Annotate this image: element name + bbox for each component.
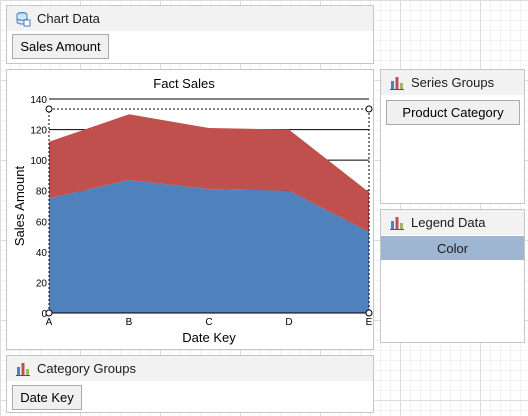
area-series-1[interactable] bbox=[49, 180, 369, 313]
chart-title: Fact Sales bbox=[153, 76, 215, 91]
series-groups-panel: Series Groups Product Category bbox=[380, 69, 525, 204]
x-axis-label: Date Key bbox=[182, 330, 236, 345]
selection-frame[interactable] bbox=[48, 108, 370, 314]
category-groups-panel: Category Groups Date Key bbox=[6, 355, 374, 413]
series-groups-header: Series Groups bbox=[381, 70, 524, 95]
product-category-field[interactable]: Product Category bbox=[386, 100, 520, 125]
y-axis-label: Sales Amount bbox=[12, 166, 27, 247]
legend-data-title: Legend Data bbox=[411, 215, 486, 230]
y-tick-label: 100 bbox=[30, 156, 47, 167]
chart-panel: Fact Sales 0 20 40 60 80 100 120 140 A B C D E Date… bbox=[6, 69, 374, 350]
y-tick-label: 40 bbox=[36, 248, 48, 259]
sales-amount-field[interactable]: Sales Amount bbox=[12, 34, 109, 59]
resize-handle[interactable] bbox=[365, 105, 373, 113]
category-groups-header: Category Groups bbox=[7, 356, 373, 381]
bar-chart-icon bbox=[389, 75, 405, 91]
x-tick-label: D bbox=[285, 317, 292, 328]
area-chart[interactable]: Fact Sales 0 20 40 60 80 100 120 140 A B C D E Date… bbox=[7, 70, 373, 349]
chart-data-header: Chart Data bbox=[7, 6, 373, 31]
legend-data-header: Legend Data bbox=[381, 210, 524, 235]
x-tick-label: B bbox=[126, 317, 133, 328]
resize-handle[interactable] bbox=[45, 309, 53, 317]
resize-handle[interactable] bbox=[365, 309, 373, 317]
bar-chart-icon bbox=[15, 361, 31, 377]
y-tick-label: 20 bbox=[36, 278, 48, 289]
series-groups-title: Series Groups bbox=[411, 75, 495, 90]
y-tick-label: 140 bbox=[30, 95, 47, 106]
y-tick-label: 120 bbox=[30, 126, 47, 137]
color-field[interactable]: Color bbox=[381, 236, 524, 260]
y-tick-label: 0 bbox=[41, 309, 47, 320]
date-key-field[interactable]: Date Key bbox=[12, 385, 82, 410]
x-tick-label: A bbox=[46, 317, 53, 328]
x-tick-label: E bbox=[366, 317, 373, 328]
x-tick-label: C bbox=[205, 317, 212, 328]
database-icon bbox=[15, 11, 31, 27]
category-groups-title: Category Groups bbox=[37, 361, 136, 376]
chart-data-panel: Chart Data Sales Amount bbox=[6, 5, 374, 64]
bar-chart-icon bbox=[389, 215, 405, 231]
resize-handle[interactable] bbox=[45, 105, 53, 113]
chart-data-title: Chart Data bbox=[37, 11, 100, 26]
area-series-2[interactable] bbox=[49, 114, 369, 232]
y-tick-label: 60 bbox=[36, 217, 48, 228]
y-tick-label: 80 bbox=[36, 187, 48, 198]
legend-data-panel: Legend Data Color bbox=[380, 209, 525, 343]
